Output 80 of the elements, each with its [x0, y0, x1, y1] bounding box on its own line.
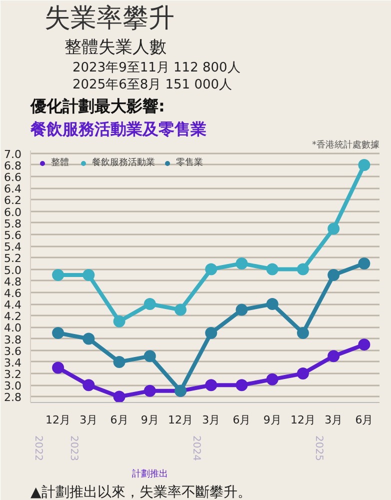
text: 2024: [190, 436, 202, 461]
y-tick-label: 2.8: [4, 391, 22, 404]
point: [144, 298, 156, 310]
legend-label: 零售業: [176, 156, 203, 169]
point: [328, 269, 340, 282]
point: [82, 269, 95, 282]
y-tick-label: 5.8: [4, 217, 22, 230]
point: [296, 368, 309, 380]
x-tick-label: 6月: [110, 414, 128, 426]
x-tick-label: 6月: [355, 414, 374, 426]
point: [236, 257, 248, 270]
text: 2025年6至8月 151 000人: [72, 78, 232, 92]
point: [82, 379, 95, 392]
y-tick-label: 4.4: [4, 298, 22, 312]
text: 2025: [312, 436, 324, 461]
y-tick-label: 4.2: [4, 310, 22, 324]
y-tick-label: 4.8: [4, 275, 22, 288]
point: [266, 373, 278, 386]
point: [266, 298, 278, 310]
y-tick-label: 4.0: [4, 322, 22, 335]
point: [266, 263, 278, 276]
point: [358, 158, 370, 171]
x-tick-label: 9月: [140, 414, 159, 426]
y-tick-label: 7.0: [4, 148, 22, 161]
chart-subtitle: 整體失業人數: [64, 38, 166, 58]
text: 餐飲服務活動業及零售業: [30, 120, 206, 138]
point: [144, 384, 156, 397]
legend-label: 餐飲服務活動業: [92, 156, 155, 169]
x-tick-label: 12月: [168, 414, 194, 426]
text: 優化計劃最大影響:: [30, 96, 165, 116]
y-tick-label: 5.4: [4, 240, 22, 254]
text: 2023年9至11月 112 800人: [72, 60, 240, 76]
y-tick-label: 3.8: [4, 333, 22, 346]
annotation: *香港統計處數據: [312, 140, 380, 150]
point: [358, 338, 370, 351]
x-tick-label: 12月: [290, 414, 316, 426]
legend-label: 整體: [51, 156, 70, 169]
point: [52, 362, 64, 374]
y-tick-label: 6.8: [4, 159, 22, 172]
y-tick-label: 5.6: [4, 229, 22, 242]
y-tick-label: 3.6: [4, 344, 22, 358]
point: [205, 326, 218, 339]
point: [205, 379, 218, 392]
point: [113, 356, 126, 368]
point: [296, 326, 309, 339]
point: [236, 379, 248, 392]
point: [144, 350, 156, 362]
text: ▲計劃推出以來，失業率不斷攀升。: [30, 484, 252, 500]
y-tick-label: 4.6: [4, 286, 22, 300]
y-tick-label: 3.0: [4, 380, 22, 393]
text: 2023: [68, 436, 79, 461]
point: [52, 269, 64, 282]
y-tick-label: 6.2: [4, 194, 22, 208]
y-tick-label: 5.0: [4, 264, 22, 277]
chart-title: 失業率攀升: [44, 4, 174, 34]
point: [205, 263, 218, 276]
x-tick-label: 12月: [46, 414, 71, 426]
y-tick-label: 3.4: [4, 356, 22, 370]
y-tick-label: 5.2: [4, 252, 22, 266]
point: [296, 263, 309, 276]
x-tick-label: 3月: [80, 414, 98, 426]
text: 計劃推出: [132, 468, 168, 480]
y-tick-label: 6.0: [4, 206, 22, 219]
point: [52, 326, 64, 339]
y-tick-label: 3.2: [4, 368, 22, 382]
point: [328, 222, 340, 235]
point: [236, 304, 248, 316]
x-tick-label: 9月: [263, 414, 282, 426]
y-tick-label: 6.4: [4, 182, 22, 196]
x-tick-label: 6月: [232, 414, 251, 426]
x-tick-label: 3月: [202, 414, 220, 426]
y-tick-label: 6.6: [4, 171, 22, 184]
point: [113, 315, 126, 328]
point: [174, 304, 187, 316]
point: [358, 257, 370, 270]
point: [328, 350, 340, 362]
x-tick-label: 3月: [324, 414, 343, 426]
text: 2022: [32, 436, 44, 461]
point: [82, 332, 95, 345]
point: [113, 390, 126, 402]
